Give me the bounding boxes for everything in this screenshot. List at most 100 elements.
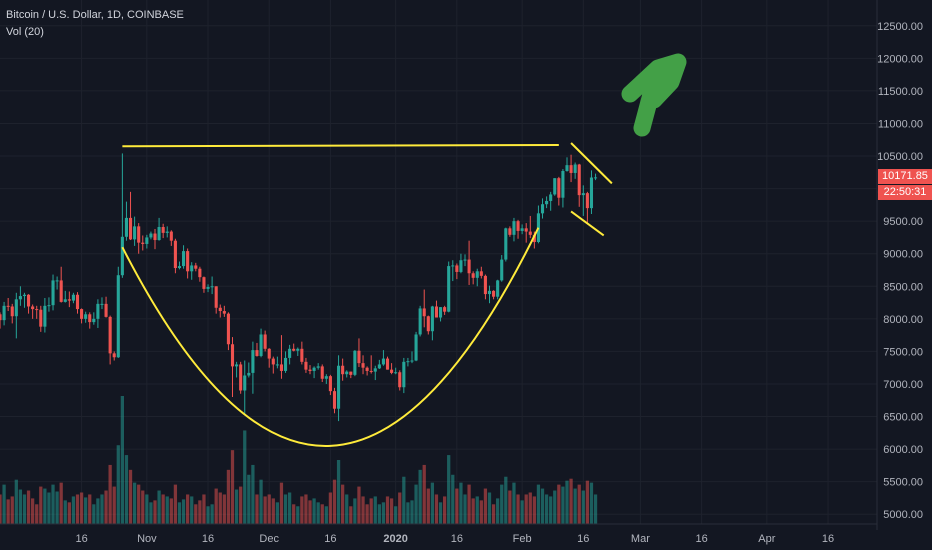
volume-bar bbox=[124, 455, 129, 524]
volume-bar bbox=[577, 484, 581, 524]
volume-bar bbox=[491, 504, 496, 524]
price-tick-label: 6500.00 bbox=[883, 412, 923, 424]
candle-body bbox=[165, 231, 169, 233]
volume-bar bbox=[128, 469, 133, 524]
volume-bar bbox=[402, 476, 406, 524]
candle-body bbox=[112, 353, 116, 358]
candle-body bbox=[63, 299, 67, 302]
volume-bar bbox=[357, 486, 361, 524]
volume-bar bbox=[2, 484, 6, 524]
volume-bar bbox=[283, 494, 288, 524]
volume-bar bbox=[508, 490, 512, 524]
candle-body bbox=[128, 217, 133, 240]
volume-bar bbox=[202, 494, 206, 524]
volume-bar bbox=[589, 482, 594, 524]
volume-bar bbox=[520, 500, 524, 524]
volume-bar bbox=[210, 504, 214, 524]
candle-body bbox=[157, 227, 161, 241]
candle-body bbox=[133, 226, 137, 240]
volume-bar bbox=[55, 491, 59, 524]
candle-body bbox=[545, 200, 549, 205]
candle-body bbox=[43, 305, 47, 327]
candle-body bbox=[275, 364, 279, 366]
candle-body bbox=[373, 368, 377, 372]
candle-body bbox=[239, 364, 243, 391]
candle-body bbox=[520, 228, 524, 231]
volume-bar bbox=[181, 499, 186, 524]
candle-body bbox=[540, 204, 545, 214]
volume-bar bbox=[349, 506, 353, 524]
candle-body bbox=[283, 357, 288, 371]
volume-bar bbox=[398, 492, 402, 524]
candle-body bbox=[593, 177, 598, 179]
candle-body bbox=[304, 361, 308, 370]
time-tick-label: 16 bbox=[577, 533, 589, 545]
volume-bar bbox=[218, 492, 222, 524]
volume-bar bbox=[137, 484, 141, 524]
candle-body bbox=[357, 350, 361, 364]
candle-body bbox=[92, 318, 96, 323]
volume-bar bbox=[186, 494, 190, 524]
candle-body bbox=[337, 365, 341, 409]
candle-body bbox=[75, 294, 80, 310]
volume-bar bbox=[39, 486, 43, 524]
candle-body bbox=[577, 164, 581, 196]
volume-bar bbox=[18, 489, 23, 524]
volume-bar bbox=[149, 502, 153, 524]
candle-body bbox=[414, 334, 418, 361]
candle-body bbox=[161, 227, 165, 233]
candle-body bbox=[190, 265, 194, 272]
candle-body bbox=[2, 305, 6, 321]
volume-bar bbox=[267, 494, 271, 524]
volume-bar bbox=[247, 474, 251, 524]
candle-body bbox=[6, 305, 10, 307]
candle-body bbox=[398, 372, 402, 388]
volume-bar bbox=[26, 490, 31, 524]
volume-bar bbox=[35, 504, 39, 524]
price-tick-label: 8500.00 bbox=[883, 281, 923, 293]
candle-body bbox=[100, 303, 104, 305]
candle-body bbox=[210, 286, 214, 288]
candle-body bbox=[390, 369, 394, 373]
candle-body bbox=[402, 361, 406, 388]
symbol-title[interactable]: Bitcoin / U.S. Dollar, 1D, COINBASE bbox=[6, 9, 184, 21]
volume-bar bbox=[463, 494, 467, 524]
volume-bar bbox=[459, 482, 463, 524]
trend-drawings[interactable] bbox=[121, 142, 613, 447]
price-tick-label: 7000.00 bbox=[883, 379, 923, 391]
time-axis[interactable]: 16 Nov 16 Dec 16 2020 16 Feb 16 Mar 16 Apr 16 bbox=[75, 533, 834, 545]
volume-bar bbox=[100, 494, 104, 524]
candle-body bbox=[426, 316, 430, 332]
volume-bar bbox=[549, 496, 553, 524]
volume-indicator-label[interactable]: Vol (20) bbox=[6, 26, 44, 38]
volume-bar bbox=[6, 499, 10, 524]
volume-bar bbox=[479, 500, 483, 524]
volume-bar bbox=[341, 484, 345, 524]
volume-bar bbox=[51, 484, 55, 524]
flag-upper-line bbox=[570, 142, 613, 185]
candle-body bbox=[35, 309, 39, 311]
time-tick-label: 16 bbox=[451, 533, 463, 545]
volume-bar bbox=[361, 496, 365, 524]
candle-body bbox=[279, 364, 284, 371]
candle-body bbox=[589, 177, 594, 209]
volume-bar bbox=[157, 490, 161, 524]
volume-bar bbox=[540, 488, 545, 524]
volume-bar bbox=[438, 502, 443, 524]
volume-bar bbox=[451, 474, 455, 524]
candle-body bbox=[308, 369, 312, 371]
time-tick-label: Mar bbox=[631, 533, 650, 545]
candle-body bbox=[18, 296, 22, 300]
candle-body bbox=[263, 334, 267, 349]
volume-bar bbox=[320, 504, 324, 524]
volume-bar bbox=[418, 469, 422, 524]
candle-body bbox=[222, 311, 226, 314]
volume-bar bbox=[84, 497, 88, 524]
candle-body bbox=[581, 193, 585, 196]
volume-bars bbox=[0, 396, 598, 524]
volume-bar bbox=[214, 488, 218, 524]
flag-lower-line bbox=[570, 210, 605, 237]
volume-bar bbox=[467, 484, 471, 524]
candle-body bbox=[259, 334, 263, 356]
